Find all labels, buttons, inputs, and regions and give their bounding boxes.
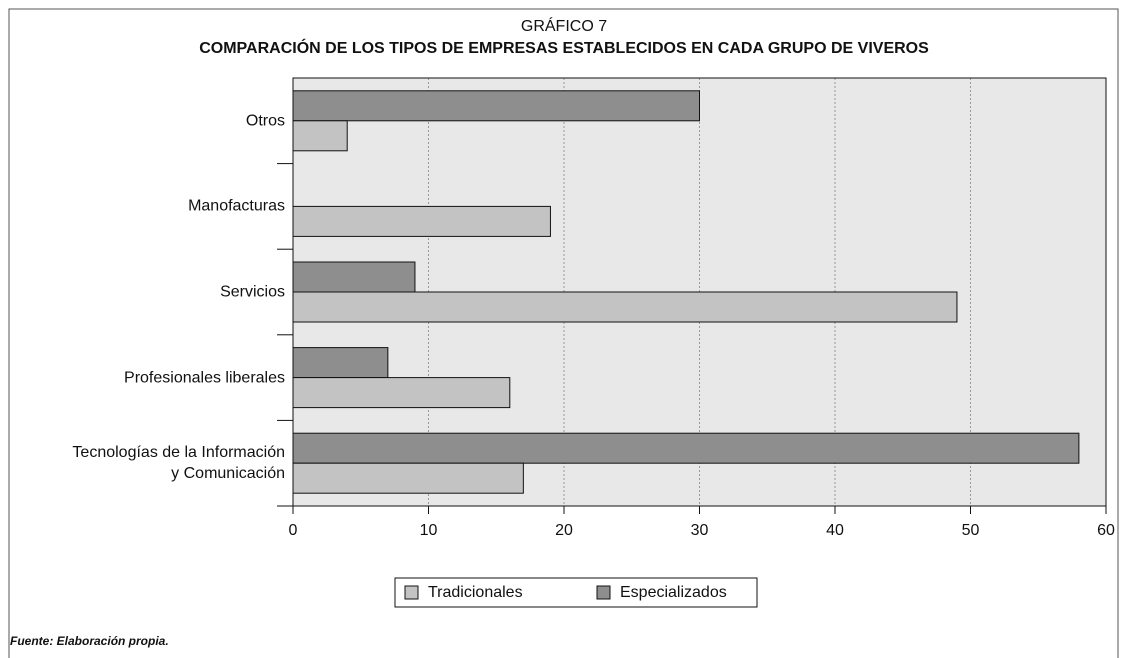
y-tick-label: Manofacturas [188, 197, 285, 215]
bar [292, 377, 511, 409]
y-tick-label: Profesionales liberales [124, 369, 285, 387]
x-tick-label: 60 [1097, 522, 1115, 539]
legend-swatch [404, 585, 419, 600]
x-tick-label: 50 [962, 522, 980, 539]
bar [292, 261, 416, 293]
bar [292, 120, 348, 152]
y-tick-label: Tecnologías de la Información y Comunica… [72, 444, 285, 483]
bar [292, 205, 551, 237]
frame [8, 8, 1119, 658]
x-tick-label: 0 [289, 522, 298, 539]
x-tick-label: 10 [420, 522, 438, 539]
legend-box [394, 577, 758, 608]
bar [292, 432, 1080, 464]
legend-label: Especializados [620, 584, 727, 601]
y-tick-label: Otros [245, 112, 285, 130]
bar [292, 462, 524, 494]
plot-border [292, 77, 1107, 507]
bar [292, 90, 700, 122]
source: Fuente: Elaboración propia. [10, 634, 169, 648]
chart-title: COMPARACIÓN DE LOS TIPOS DE EMPRESAS EST… [199, 38, 929, 57]
bar [292, 347, 389, 379]
y-tick-label: Servicios [220, 283, 285, 301]
bar [292, 291, 958, 323]
x-tick-label: 40 [826, 522, 844, 539]
chart-supertitle: GRÁFICO 7 [521, 16, 607, 35]
legend: Tradicionales Especializados [394, 577, 758, 608]
legend-swatch [596, 585, 611, 600]
x-tick-label: 30 [691, 522, 709, 539]
x-tick-label: 20 [555, 522, 573, 539]
legend-label: Tradicionales [428, 584, 523, 601]
